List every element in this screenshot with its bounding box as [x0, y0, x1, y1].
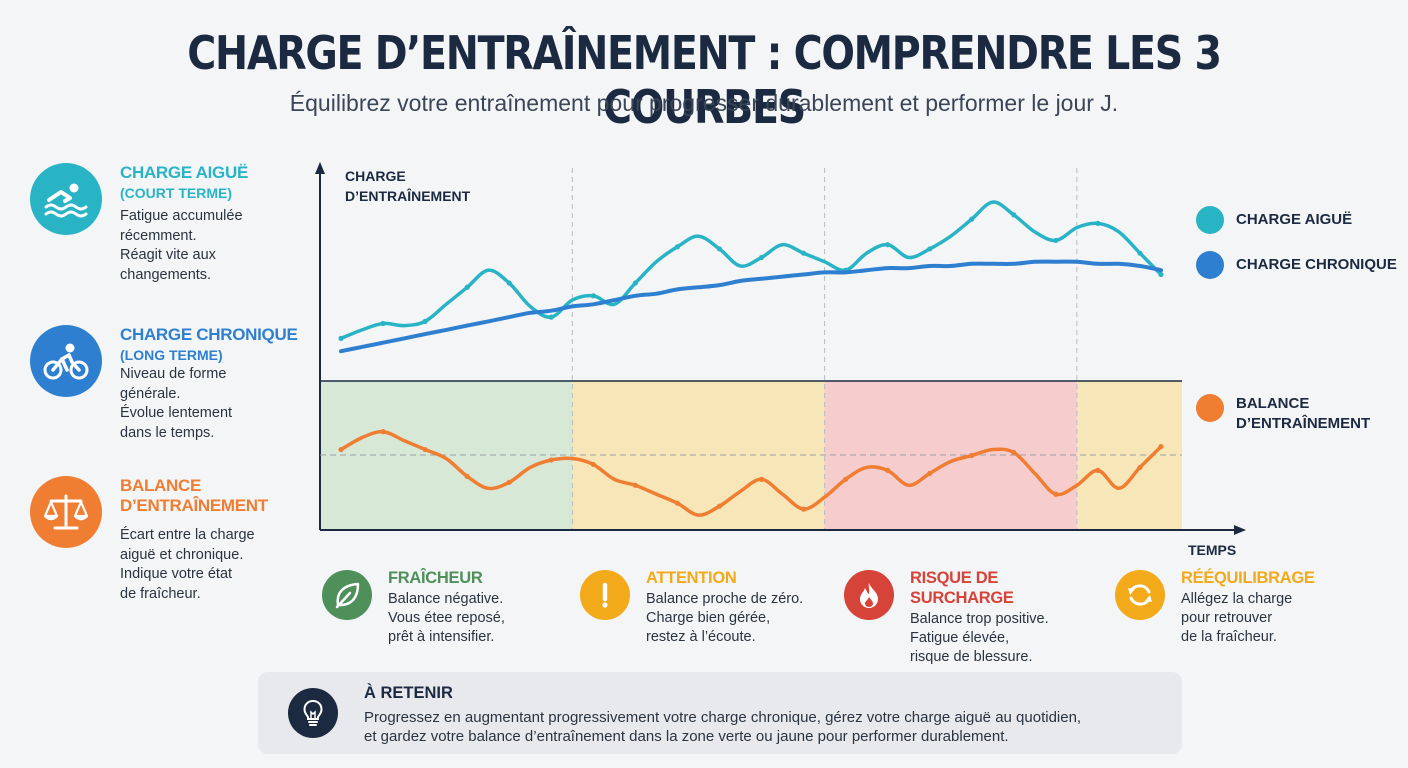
series-2-point-22	[800, 506, 807, 512]
series-0-point-20	[758, 254, 765, 261]
series-0-point-39	[1158, 271, 1164, 278]
series-2-point-24	[843, 476, 849, 482]
series-2-point-18	[716, 503, 723, 509]
series-line-2	[339, 429, 1163, 517]
series-0-point-26	[885, 242, 891, 248]
chronic-legend-label: CHARGE CHRONIQUE	[1236, 256, 1397, 273]
series-0-point-32	[1011, 212, 1017, 218]
legend-chronic-subtitle: (LONG TERME)	[120, 347, 223, 363]
series-0-point-14	[632, 280, 638, 286]
series-2-point-20	[758, 476, 765, 482]
series-2-point-32	[1011, 449, 1017, 456]
series-2-point-4	[422, 446, 428, 453]
legend-acute-title: CHARGE AIGUË	[120, 163, 249, 182]
balance-legend-dot	[1196, 394, 1224, 422]
series-0-point-28	[927, 246, 933, 252]
series-0-point-2	[380, 320, 386, 327]
zone-freshness-description: Balance négative. Vous étee reposé, prêt à…	[388, 591, 505, 645]
zone-dividers	[571, 168, 1078, 530]
takeaway-text: Progressez en augmentant progressivement…	[364, 709, 1082, 745]
series-0-point-30	[969, 216, 975, 222]
zone-overload-title: RISQUE DE SURCHARGE	[910, 569, 1014, 607]
series-2-point-39	[1158, 443, 1164, 450]
series-2-point-2	[380, 429, 386, 435]
leaf-icon	[322, 570, 372, 620]
series-0-point-0	[338, 335, 344, 341]
legend-balance-description: Écart entre la charge aiguë et chronique.…	[120, 527, 255, 602]
series-2-point-10	[548, 457, 554, 463]
series-0-point-36	[1095, 220, 1101, 226]
cyclist-icon	[30, 325, 102, 397]
series-0-point-22	[800, 250, 807, 256]
zone-attention-description: Balance proche de zéro. Charge bien gérée…	[646, 591, 804, 645]
series-line-1	[339, 259, 1163, 354]
series-0-point-10	[548, 314, 554, 320]
zone-rebalancing-description: Allégez la charge pour retrouver de la fra…	[1181, 591, 1293, 645]
zone-attention-title: ATTENTION	[646, 569, 737, 587]
zone-overload-description: Balance trop positive. Fatigue élevée, ris…	[910, 611, 1049, 665]
takeaway-title: À RETENIR	[364, 684, 453, 702]
series-0-point-34	[1053, 237, 1059, 244]
series-2-point-8	[506, 479, 512, 485]
page-title: CHARGE D’ENTRAÎNEMENT : COMPRENDRE LES 3…	[187, 26, 1222, 134]
series-2-point-6	[464, 473, 470, 479]
zones-layer	[320, 381, 1182, 530]
series-line-0	[339, 200, 1163, 341]
exclamation-icon	[580, 570, 630, 620]
balance-scale-icon	[30, 476, 102, 548]
lightbulb-icon	[288, 688, 338, 738]
series-2-point-0	[338, 446, 344, 453]
legend-balance-title: BALANCE D’ENTRAÎNEMENT	[120, 476, 268, 515]
legend-chronic-title: CHARGE CHRONIQUE	[120, 325, 298, 344]
takeaway-box: À RETENIR Progressez en augmentant progr…	[258, 672, 1182, 754]
series-2-point-14	[632, 482, 638, 488]
series-layer	[338, 200, 1164, 517]
series-2-point-28	[927, 470, 933, 476]
refresh-icon	[1115, 570, 1165, 620]
series-0-point-16	[674, 244, 681, 250]
balance-legend-label: BALANCE D’ENTRAÎNEMENT	[1236, 395, 1371, 432]
x-axis-arrow	[1234, 525, 1246, 535]
y-axis-label-line2: D’ENTRAÎNEMENT	[345, 187, 471, 204]
chronic-legend-dot	[1196, 251, 1224, 279]
y-axis-arrow	[315, 162, 325, 174]
flame-icon	[844, 570, 894, 620]
series-0-point-38	[1137, 250, 1143, 256]
series-2-point-12	[590, 461, 596, 468]
y-axis-label-line1: CHARGE	[345, 168, 406, 184]
series-0-point-4	[422, 318, 428, 324]
series-2-point-30	[969, 452, 975, 459]
series-0-point-18	[716, 246, 723, 252]
series-0-point-12	[590, 293, 596, 299]
training-load-chart: CHARGE D’ENTRAÎNEMENT TEMPS	[315, 162, 1246, 558]
series-2-point-16	[674, 500, 681, 506]
series-0-point-8	[506, 280, 512, 286]
acute-legend-label: CHARGE AIGUË	[1236, 211, 1353, 228]
series-2-point-34	[1053, 491, 1059, 497]
x-axis-label: TEMPS	[1188, 542, 1236, 558]
legend-acute-subtitle: (COURT TERME)	[120, 185, 232, 201]
page-subtitle: Équilibrez votre entraînement pour progr…	[289, 90, 1119, 116]
legend-chronic-description: Niveau de forme générale. Évolue lentemen…	[120, 366, 233, 441]
zone-rebalancing-title: RÉÉQUILIBRAGE	[1181, 569, 1315, 587]
acute-legend-dot	[1196, 206, 1224, 234]
legend-acute-description: Fatigue accumulée récemment. Réagit vite …	[120, 208, 243, 283]
series-2-point-26	[885, 467, 891, 473]
series-2-point-36	[1095, 467, 1101, 473]
zone-freshness-title: FRAÎCHEUR	[388, 569, 483, 587]
swimmer-icon	[30, 163, 102, 235]
series-2-point-38	[1137, 464, 1143, 471]
series-0-point-6	[464, 284, 470, 290]
